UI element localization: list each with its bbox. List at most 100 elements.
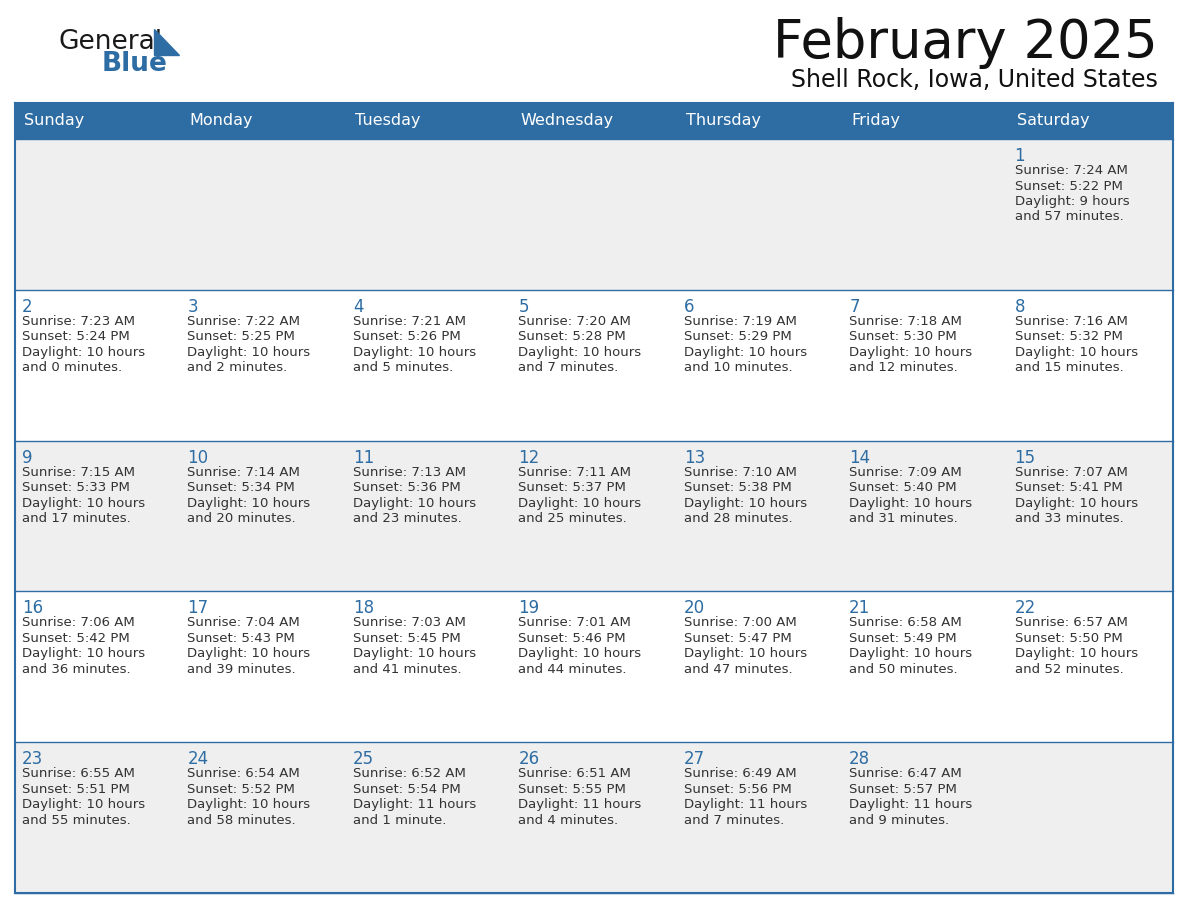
Text: Sunset: 5:41 PM: Sunset: 5:41 PM bbox=[1015, 481, 1123, 494]
Text: Daylight: 10 hours: Daylight: 10 hours bbox=[1015, 647, 1138, 660]
Text: Sunrise: 7:07 AM: Sunrise: 7:07 AM bbox=[1015, 465, 1127, 478]
Text: and 41 minutes.: and 41 minutes. bbox=[353, 663, 461, 676]
Text: and 50 minutes.: and 50 minutes. bbox=[849, 663, 958, 676]
Text: and 15 minutes.: and 15 minutes. bbox=[1015, 362, 1124, 375]
Text: Sunrise: 7:21 AM: Sunrise: 7:21 AM bbox=[353, 315, 466, 328]
Text: Sunrise: 7:20 AM: Sunrise: 7:20 AM bbox=[518, 315, 631, 328]
Text: 22: 22 bbox=[1015, 599, 1036, 618]
Bar bbox=[1007, 290, 1173, 441]
Bar bbox=[1007, 742, 1173, 893]
Text: and 9 minutes.: and 9 minutes. bbox=[849, 813, 949, 827]
Text: 10: 10 bbox=[188, 449, 209, 466]
Text: 2: 2 bbox=[23, 297, 32, 316]
Text: Daylight: 10 hours: Daylight: 10 hours bbox=[23, 497, 145, 509]
Bar bbox=[1007, 139, 1173, 290]
Text: 16: 16 bbox=[23, 599, 43, 618]
Bar bbox=[346, 441, 511, 591]
Text: 12: 12 bbox=[518, 449, 539, 466]
Text: 9: 9 bbox=[23, 449, 32, 466]
Bar bbox=[842, 742, 1007, 893]
Bar bbox=[842, 103, 1007, 139]
Bar bbox=[346, 591, 511, 742]
Bar bbox=[842, 591, 1007, 742]
Text: and 7 minutes.: and 7 minutes. bbox=[518, 362, 619, 375]
Text: General: General bbox=[58, 29, 162, 55]
Text: Saturday: Saturday bbox=[1017, 114, 1089, 129]
Text: Sunrise: 7:14 AM: Sunrise: 7:14 AM bbox=[188, 465, 301, 478]
Text: Sunset: 5:52 PM: Sunset: 5:52 PM bbox=[188, 783, 296, 796]
Text: Daylight: 10 hours: Daylight: 10 hours bbox=[23, 798, 145, 812]
Text: Sunrise: 7:13 AM: Sunrise: 7:13 AM bbox=[353, 465, 466, 478]
Bar bbox=[15, 591, 181, 742]
Text: Daylight: 11 hours: Daylight: 11 hours bbox=[849, 798, 973, 812]
Text: Sunset: 5:37 PM: Sunset: 5:37 PM bbox=[518, 481, 626, 494]
Text: 8: 8 bbox=[1015, 297, 1025, 316]
Text: Sunrise: 7:19 AM: Sunrise: 7:19 AM bbox=[684, 315, 797, 328]
Text: February 2025: February 2025 bbox=[773, 17, 1158, 69]
Text: and 28 minutes.: and 28 minutes. bbox=[684, 512, 792, 525]
Text: Sunrise: 7:24 AM: Sunrise: 7:24 AM bbox=[1015, 164, 1127, 177]
Text: 3: 3 bbox=[188, 297, 198, 316]
Bar bbox=[677, 139, 842, 290]
Bar bbox=[346, 139, 511, 290]
Text: Sunset: 5:32 PM: Sunset: 5:32 PM bbox=[1015, 330, 1123, 343]
Text: 14: 14 bbox=[849, 449, 871, 466]
Text: Thursday: Thursday bbox=[685, 114, 760, 129]
Text: and 31 minutes.: and 31 minutes. bbox=[849, 512, 958, 525]
Bar bbox=[15, 139, 181, 290]
Text: Daylight: 10 hours: Daylight: 10 hours bbox=[849, 497, 972, 509]
Text: Daylight: 10 hours: Daylight: 10 hours bbox=[188, 647, 310, 660]
Text: 28: 28 bbox=[849, 750, 871, 768]
Bar bbox=[677, 290, 842, 441]
Text: Daylight: 9 hours: Daylight: 9 hours bbox=[1015, 195, 1130, 208]
Text: Sunset: 5:26 PM: Sunset: 5:26 PM bbox=[353, 330, 461, 343]
Text: Sunset: 5:30 PM: Sunset: 5:30 PM bbox=[849, 330, 956, 343]
Text: Sunday: Sunday bbox=[24, 114, 84, 129]
Bar bbox=[1007, 591, 1173, 742]
Text: and 47 minutes.: and 47 minutes. bbox=[684, 663, 792, 676]
Text: 17: 17 bbox=[188, 599, 209, 618]
Text: Wednesday: Wednesday bbox=[520, 114, 613, 129]
Text: Sunset: 5:22 PM: Sunset: 5:22 PM bbox=[1015, 180, 1123, 193]
Text: and 1 minute.: and 1 minute. bbox=[353, 813, 447, 827]
Text: Daylight: 10 hours: Daylight: 10 hours bbox=[353, 346, 476, 359]
Text: and 57 minutes.: and 57 minutes. bbox=[1015, 210, 1124, 223]
Text: Sunrise: 6:54 AM: Sunrise: 6:54 AM bbox=[188, 767, 301, 780]
Bar bbox=[15, 103, 181, 139]
Text: Sunrise: 7:06 AM: Sunrise: 7:06 AM bbox=[23, 616, 134, 630]
Bar bbox=[677, 441, 842, 591]
Bar bbox=[15, 742, 181, 893]
Text: 18: 18 bbox=[353, 599, 374, 618]
Text: 11: 11 bbox=[353, 449, 374, 466]
Text: Sunrise: 7:10 AM: Sunrise: 7:10 AM bbox=[684, 465, 797, 478]
Text: Sunrise: 7:09 AM: Sunrise: 7:09 AM bbox=[849, 465, 962, 478]
Text: 24: 24 bbox=[188, 750, 209, 768]
Text: Sunset: 5:34 PM: Sunset: 5:34 PM bbox=[188, 481, 295, 494]
Bar bbox=[511, 591, 677, 742]
Text: and 55 minutes.: and 55 minutes. bbox=[23, 813, 131, 827]
Text: Daylight: 10 hours: Daylight: 10 hours bbox=[23, 647, 145, 660]
Text: Daylight: 10 hours: Daylight: 10 hours bbox=[684, 346, 807, 359]
Text: Daylight: 10 hours: Daylight: 10 hours bbox=[518, 346, 642, 359]
Bar bbox=[181, 591, 346, 742]
Text: Sunset: 5:55 PM: Sunset: 5:55 PM bbox=[518, 783, 626, 796]
Text: Daylight: 10 hours: Daylight: 10 hours bbox=[353, 497, 476, 509]
Text: Sunset: 5:57 PM: Sunset: 5:57 PM bbox=[849, 783, 958, 796]
Text: and 12 minutes.: and 12 minutes. bbox=[849, 362, 958, 375]
Text: 25: 25 bbox=[353, 750, 374, 768]
Text: 20: 20 bbox=[684, 599, 704, 618]
Text: Sunrise: 7:00 AM: Sunrise: 7:00 AM bbox=[684, 616, 796, 630]
Text: and 52 minutes.: and 52 minutes. bbox=[1015, 663, 1124, 676]
Bar bbox=[842, 139, 1007, 290]
Text: Daylight: 10 hours: Daylight: 10 hours bbox=[353, 647, 476, 660]
Text: Sunrise: 7:16 AM: Sunrise: 7:16 AM bbox=[1015, 315, 1127, 328]
Text: Daylight: 10 hours: Daylight: 10 hours bbox=[1015, 346, 1138, 359]
Text: Shell Rock, Iowa, United States: Shell Rock, Iowa, United States bbox=[791, 68, 1158, 92]
Text: Sunset: 5:38 PM: Sunset: 5:38 PM bbox=[684, 481, 791, 494]
Text: 21: 21 bbox=[849, 599, 871, 618]
Text: Sunrise: 7:18 AM: Sunrise: 7:18 AM bbox=[849, 315, 962, 328]
Text: Sunrise: 7:22 AM: Sunrise: 7:22 AM bbox=[188, 315, 301, 328]
Bar bbox=[842, 441, 1007, 591]
Bar bbox=[511, 139, 677, 290]
Text: and 23 minutes.: and 23 minutes. bbox=[353, 512, 462, 525]
